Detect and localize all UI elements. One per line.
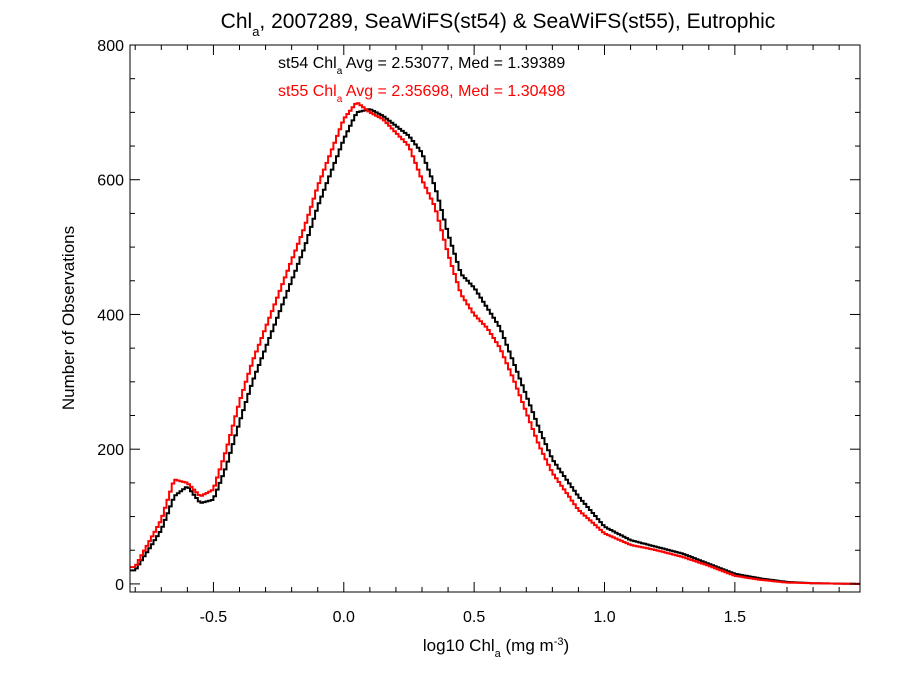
plot-frame [129,44,861,593]
series-st55-line [130,102,860,585]
x-tick-label: 1.0 [593,609,615,626]
y-tick-label: 200 [97,442,124,459]
series-st54-line [130,108,860,585]
y-tick-label: 600 [97,173,124,190]
annotation-st55: st55 Chla Avg = 2.35698, Med = 1.30498 [278,83,565,105]
series-layer [130,102,860,585]
x-tick-label: 0.0 [333,609,355,626]
x-tick-label: -0.5 [200,609,228,626]
chart-title: Chla, 2007289, SeaWiFS(st54) & SeaWiFS(s… [221,10,776,39]
x-axis-ticks: -0.5 0.0 0.5 1.0 1.5 [134,45,840,626]
x-tick-label: 0.5 [463,609,485,626]
y-tick-label: 800 [97,38,124,55]
x-tick-label: 1.5 [724,609,746,626]
y-axis-ticks: 0 200 400 600 800 [97,38,860,594]
y-axis-label: Number of Observations [59,226,78,410]
x-axis-label: log10 Chla (mg m-3) [423,636,569,660]
y-tick-label: 400 [97,307,124,324]
annotation-st54: st54 Chla Avg = 2.53077, Med = 1.39389 [278,55,565,77]
y-tick-label: 0 [115,577,124,594]
